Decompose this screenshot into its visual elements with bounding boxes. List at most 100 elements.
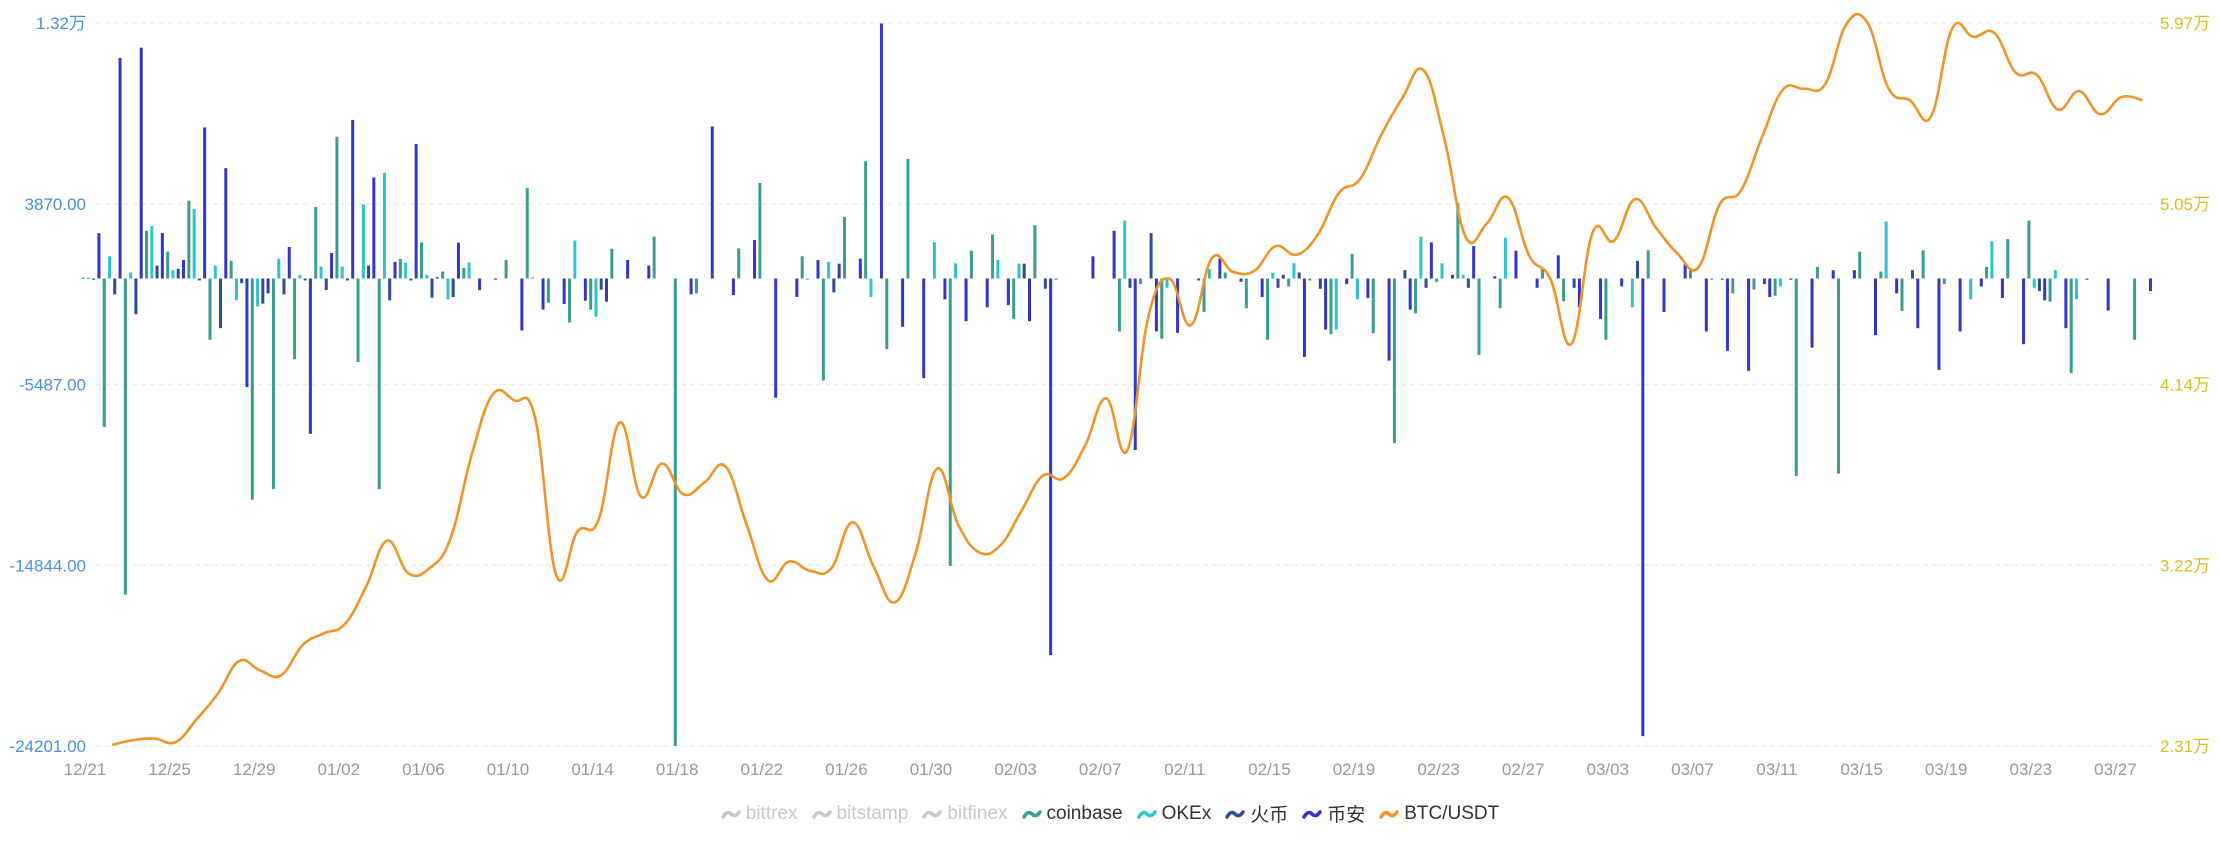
bar-火币[interactable] [1297, 272, 1301, 279]
bar-coinbase[interactable] [377, 278, 381, 490]
bar-火币[interactable] [282, 278, 286, 295]
bar-OKEx[interactable] [108, 256, 112, 279]
bar-币安[interactable] [1895, 278, 1899, 294]
bar-币安[interactable] [1725, 278, 1729, 351]
bar-OKEx[interactable] [213, 265, 217, 279]
bar-OKEx[interactable] [192, 208, 196, 279]
bar-币安[interactable] [605, 278, 608, 302]
bar-OKEx[interactable] [594, 278, 598, 317]
bar-币安[interactable] [1302, 278, 1306, 357]
bar-币安[interactable] [1472, 246, 1476, 279]
bar-币安[interactable] [1768, 278, 1772, 298]
bar-coinbase[interactable] [1498, 278, 1502, 309]
bar-币安[interactable] [1260, 278, 1264, 298]
bar-coinbase[interactable] [2048, 278, 2052, 302]
bar-coinbase[interactable] [441, 271, 445, 279]
bar-币安[interactable] [710, 126, 714, 279]
bar-coinbase[interactable] [1689, 270, 1692, 279]
bar-币安[interactable] [1493, 276, 1497, 279]
bar-coinbase[interactable] [1117, 278, 1121, 332]
bar-coinbase[interactable] [1160, 278, 1164, 339]
bar-OKEx[interactable] [1271, 272, 1275, 279]
bar-coinbase[interactable] [821, 278, 825, 381]
bar-OKEx[interactable] [1969, 278, 1973, 300]
bar-火币[interactable] [303, 278, 307, 281]
bar-OKEx[interactable] [2032, 278, 2036, 288]
bar-coinbase[interactable] [843, 216, 846, 279]
bar-coinbase[interactable] [525, 188, 529, 279]
legend-item-btcusdt[interactable]: BTC/USDT [1379, 800, 1499, 827]
bar-币安[interactable] [816, 259, 820, 279]
bar-OKEx[interactable] [256, 278, 260, 307]
bar-OKEx[interactable] [1207, 268, 1211, 279]
bar-火币[interactable] [451, 278, 455, 298]
legend-item-bitfinex[interactable]: bitfinex [922, 800, 1008, 827]
bar-coinbase[interactable] [2133, 278, 2137, 340]
bar-币安[interactable] [626, 259, 630, 279]
bar-coinbase[interactable] [1244, 278, 1248, 309]
bar-coinbase[interactable] [589, 278, 593, 310]
bar-币安[interactable] [308, 278, 312, 434]
bar-币安[interactable] [1176, 278, 1180, 333]
bar-火币[interactable] [92, 278, 96, 280]
bar-OKEx[interactable] [150, 226, 154, 279]
bar-币安[interactable] [1028, 278, 1031, 322]
bar-coinbase[interactable] [398, 258, 402, 279]
bar-coinbase[interactable] [948, 278, 952, 566]
bar-火币[interactable] [1572, 278, 1576, 288]
bar-币安[interactable] [1239, 278, 1243, 282]
bar-币安[interactable] [245, 278, 249, 388]
bar-币安[interactable] [1387, 278, 1391, 361]
bar-币安[interactable] [1641, 278, 1645, 737]
bar-火币[interactable] [367, 265, 371, 279]
bar-OKEx[interactable] [1123, 220, 1127, 279]
bar-OKEx[interactable] [932, 242, 936, 279]
bar-coinbase[interactable] [737, 248, 741, 279]
bar-coinbase[interactable] [885, 278, 889, 350]
bar-火币[interactable] [1636, 260, 1640, 279]
bar-币安[interactable] [330, 253, 334, 279]
bar-coinbase[interactable] [1139, 278, 1143, 285]
bar-币安[interactable] [879, 23, 883, 279]
bar-币安[interactable] [985, 278, 989, 308]
bar-OKEx[interactable] [1419, 236, 1423, 279]
bar-币安[interactable] [139, 47, 143, 279]
bar-OKEx[interactable] [129, 272, 133, 279]
bar-OKEx[interactable] [383, 172, 386, 279]
bar-币安[interactable] [1006, 278, 1010, 305]
bar-币安[interactable] [1683, 264, 1687, 279]
bar-coinbase[interactable] [1054, 278, 1058, 280]
bar-coinbase[interactable] [1942, 278, 1946, 285]
bar-火币[interactable] [409, 278, 413, 281]
bar-OKEx[interactable] [1440, 263, 1444, 279]
bar-火币[interactable] [134, 278, 138, 315]
bar-火币[interactable] [155, 265, 159, 279]
bar-coinbase[interactable] [991, 234, 995, 279]
bar-coinbase[interactable] [1900, 278, 1904, 311]
bar-OKEx[interactable] [1461, 274, 1465, 279]
bar-OKEx[interactable] [1884, 221, 1888, 279]
bar-火币[interactable] [1762, 278, 1766, 285]
bar-coinbase[interactable] [1033, 225, 1037, 279]
bar-币安[interactable] [837, 263, 841, 279]
bar-coinbase[interactable] [187, 200, 191, 279]
bar-coinbase[interactable] [1308, 278, 1312, 281]
bar-OKEx[interactable] [277, 258, 281, 279]
bar-OKEx[interactable] [361, 204, 365, 279]
bar-币安[interactable] [1789, 278, 1793, 280]
bar-币安[interactable] [1535, 278, 1539, 288]
bar-币安[interactable] [2064, 278, 2068, 329]
bar-币安[interactable] [583, 278, 587, 301]
bar-币安[interactable] [1937, 278, 1941, 370]
legend-item-[interactable]: 币安 [1302, 800, 1365, 827]
bar-币安[interactable] [689, 278, 693, 295]
bar-coinbase[interactable] [1350, 253, 1354, 279]
bar-火币[interactable] [388, 278, 392, 301]
bar-币安[interactable] [1408, 278, 1412, 310]
bar-火币[interactable] [2037, 278, 2041, 292]
bar-OKEx[interactable] [531, 277, 535, 279]
bar-coinbase[interactable] [1414, 278, 1418, 314]
bar-币安[interactable] [456, 242, 460, 279]
bar-coinbase[interactable] [906, 158, 910, 279]
bar-OKEx[interactable] [298, 274, 302, 279]
